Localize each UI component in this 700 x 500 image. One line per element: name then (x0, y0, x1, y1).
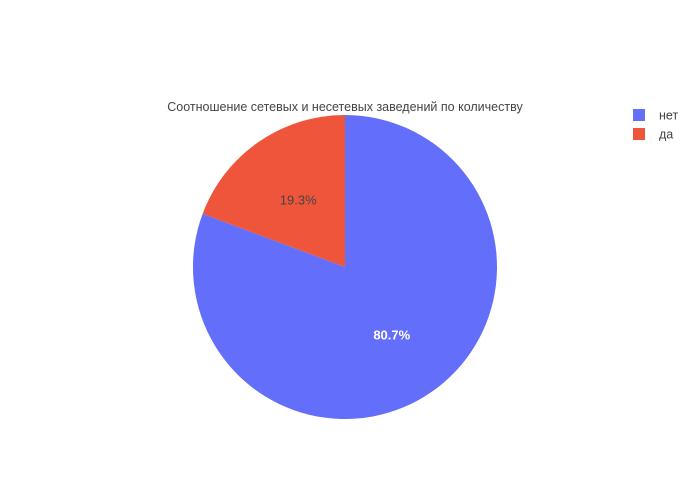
slice-label-1: 19.3% (280, 193, 317, 208)
slice-label-0: 80.7% (373, 327, 410, 342)
legend-label-0[interactable]: нет (659, 109, 678, 123)
pie-slices: 80.7% 19.3% (193, 115, 498, 419)
legend-swatch-0[interactable] (633, 109, 645, 121)
legend: нет да (633, 109, 678, 142)
pie-slice-1 (202, 115, 345, 267)
legend-label-1[interactable]: да (659, 128, 673, 142)
legend-swatch-1[interactable] (633, 128, 645, 140)
chart-title: Соотношение сетевых и несетевых заведени… (167, 100, 523, 114)
pie-slice-0 (193, 115, 498, 419)
